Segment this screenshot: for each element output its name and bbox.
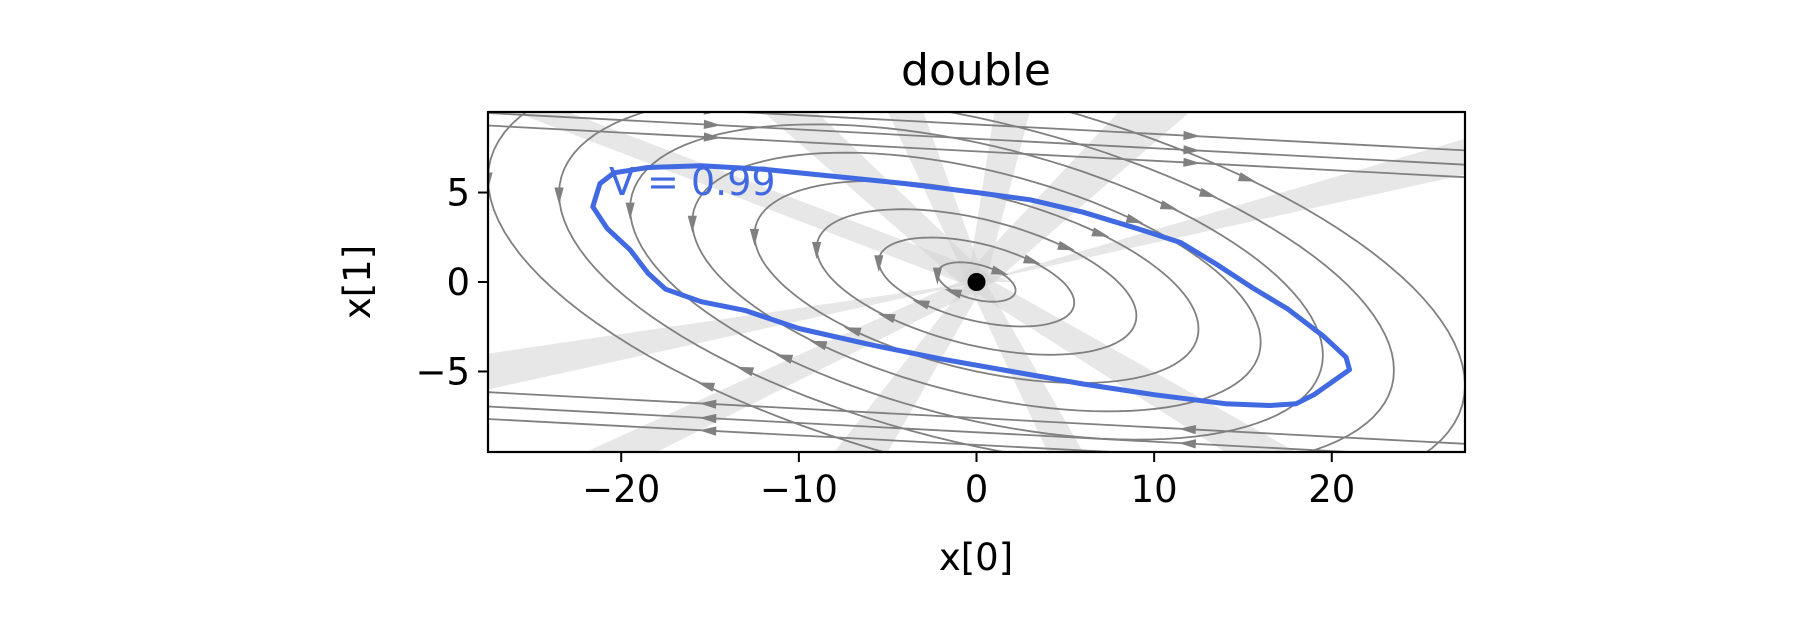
stream-arrow	[1057, 240, 1075, 251]
x-axis-ticks: −20 −10 0 10 20	[582, 452, 1355, 511]
stream-arrow	[1237, 172, 1256, 182]
stream-arrow	[703, 112, 717, 115]
stream-arrow	[488, 172, 493, 190]
shaded-wedge	[976, 138, 1465, 282]
x-tick-label: 0	[965, 468, 989, 511]
x-axis-label: x[0]	[939, 536, 1013, 579]
stream-arrow	[1159, 200, 1178, 210]
stream-arrow	[703, 119, 721, 129]
stream-arrow	[1178, 425, 1197, 435]
stream-arrow	[944, 289, 963, 299]
streamline-arrows	[488, 112, 1256, 452]
stream-arrow	[1178, 439, 1197, 449]
streamline	[488, 112, 1465, 166]
y-axis-label: x[1]	[336, 245, 379, 319]
stream-arrow	[687, 215, 697, 233]
shaded-wedge	[834, 282, 986, 452]
stream-arrow	[703, 132, 721, 142]
stream-arrow	[843, 327, 862, 337]
stream-arrow	[878, 313, 896, 324]
y-tick-label: 0	[446, 261, 470, 304]
stream-arrow	[775, 354, 794, 364]
stream-arrow	[1183, 145, 1201, 155]
shaded-wedge	[585, 282, 995, 452]
y-tick-label: 5	[446, 172, 470, 215]
stream-arrow	[932, 267, 942, 285]
streamline	[488, 124, 1465, 179]
shaded-regions	[488, 112, 1465, 452]
stream-arrow	[1198, 187, 1217, 198]
stream-arrow	[912, 300, 930, 310]
y-tick-label: −5	[415, 350, 470, 393]
shaded-wedge	[514, 112, 1012, 282]
chart-title: double	[901, 45, 1051, 96]
x-tick-label: −20	[582, 468, 660, 511]
y-axis-ticks: −5 0 5	[415, 172, 488, 393]
stream-arrow	[812, 242, 822, 260]
plot-area: V = 0.99	[488, 112, 1465, 452]
stream-arrow	[990, 265, 1009, 275]
stream-arrow	[1091, 227, 1110, 237]
stream-arrow	[1023, 254, 1041, 264]
stream-arrow	[874, 255, 884, 273]
stream-arrow	[1195, 451, 1197, 452]
shaded-wedge	[763, 112, 995, 282]
equilibrium-point	[967, 273, 986, 291]
x-tick-label: 20	[1308, 468, 1355, 511]
stream-arrow	[699, 426, 717, 436]
contour-label: V = 0.99	[609, 160, 776, 204]
streamline	[722, 112, 1465, 152]
contour-line	[590, 163, 1352, 408]
stream-arrow	[749, 228, 760, 246]
stream-arrow	[625, 202, 635, 220]
streamline	[488, 391, 1465, 445]
x-tick-label: 10	[1131, 468, 1178, 511]
streamline	[488, 418, 1129, 452]
streamline	[488, 112, 1465, 452]
stream-arrow	[697, 382, 716, 392]
stream-arrow	[699, 399, 717, 409]
stream-arrow	[736, 366, 755, 377]
stream-arrow	[1183, 157, 1201, 167]
stream-arrow	[1183, 130, 1201, 141]
x-tick-label: −10	[760, 468, 838, 511]
stream-arrow	[809, 340, 828, 351]
stream-arrow	[1125, 213, 1144, 224]
stream-arrow	[699, 413, 717, 424]
stream-arrow	[554, 187, 564, 205]
shaded-wedge	[488, 282, 977, 390]
shaded-wedge	[958, 112, 1190, 282]
streamline	[488, 405, 1366, 452]
